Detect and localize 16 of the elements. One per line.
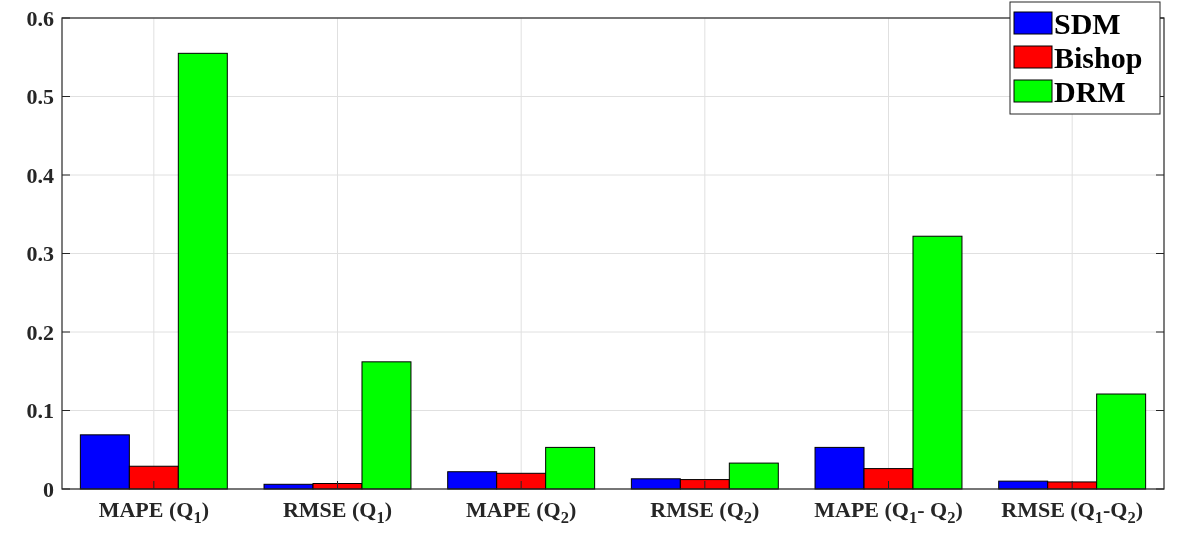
y-tick-label: 0 [43, 476, 54, 502]
x-tick-label: RMSE (Q$_{2}$) [650, 497, 760, 527]
x-tick-label: RMSE (Q$_{1}$-Q$_{2}$) [1001, 497, 1144, 527]
legend-label: DRM [1054, 74, 1126, 108]
y-tick-label: 0.6 [26, 5, 54, 31]
y-tick-label: 0.4 [26, 162, 54, 188]
legend-label: SDM [1054, 6, 1121, 40]
x-tick-label: RMSE (Q$_{1}$) [282, 497, 393, 527]
y-tick-label: 0.2 [26, 319, 54, 345]
y-tick-label: 0.5 [26, 84, 54, 110]
y-tick-label: 0.1 [26, 398, 54, 424]
legend-label: Bishop [1054, 40, 1143, 74]
x-tick-label: MAPE (Q$_{2}$) [466, 497, 577, 527]
x-tick-label: MAPE (Q$_{1}$- Q$_{2}$) [814, 497, 963, 527]
y-tick-label: 0.3 [26, 241, 54, 267]
x-tick-label: MAPE (Q$_{1}$) [98, 497, 209, 527]
